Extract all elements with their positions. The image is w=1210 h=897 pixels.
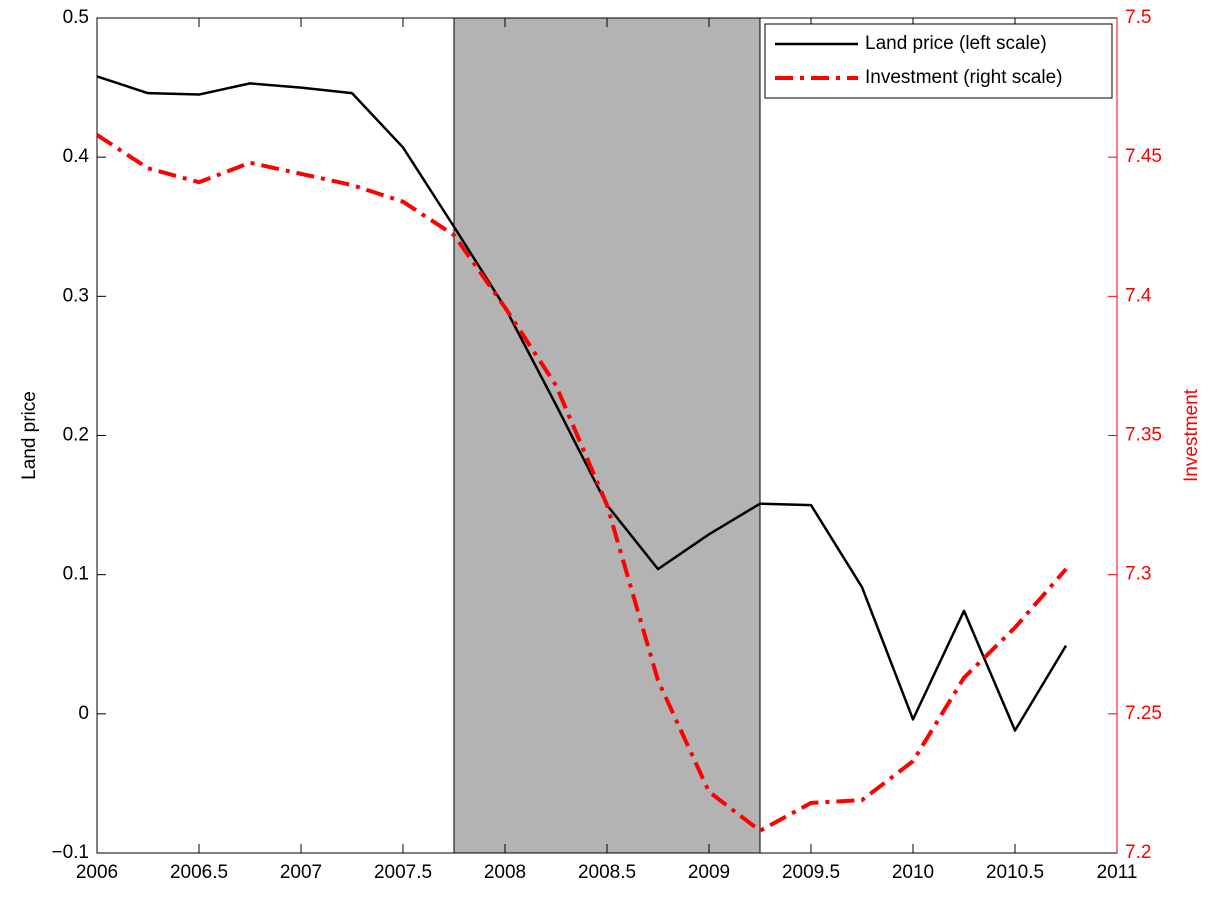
y2-tick-label: 7.2: [1125, 842, 1151, 863]
x-tick-label: 2008: [484, 862, 526, 883]
y-tick-label: −0.1: [51, 842, 89, 863]
legend-label: Land price (left scale): [865, 33, 1047, 54]
x-tick-label: 2009.5: [782, 862, 840, 883]
y2-axis-label: Investment: [1181, 388, 1202, 482]
y-axis-label: Land price: [19, 391, 40, 480]
x-tick-label: 2009: [688, 862, 730, 883]
x-tick-label: 2006.5: [170, 862, 228, 883]
y-tick-label: 0.1: [63, 564, 89, 585]
x-tick-label: 2010.5: [986, 862, 1044, 883]
x-tick-label: 2007: [280, 862, 322, 883]
shaded-region: [453, 17, 761, 854]
y-tick-label: 0.3: [63, 285, 89, 306]
x-tick-label: 2010: [892, 862, 934, 883]
legend-label: Investment (right scale): [865, 67, 1062, 88]
x-tick-label: 2011: [1097, 862, 1138, 883]
y2-tick-label: 7.4: [1125, 285, 1152, 306]
y2-tick-label: 7.45: [1125, 146, 1162, 167]
y-tick-label: 0.4: [63, 146, 90, 167]
x-tick-label: 2007.5: [374, 862, 432, 883]
x-tick-label: 2006: [76, 862, 118, 883]
y2-tick-label: 7.25: [1125, 703, 1162, 724]
legend-box: [764, 23, 1113, 99]
y-tick-label: 0.2: [63, 425, 89, 446]
y-tick-label: 0: [78, 703, 89, 724]
x-tick-label: 2008.5: [578, 862, 636, 883]
y2-tick-label: 7.5: [1125, 7, 1151, 28]
y-tick-label: 0.5: [63, 7, 89, 28]
y2-tick-label: 7.3: [1125, 564, 1151, 585]
data-line: [96, 75, 1068, 732]
y2-tick-label: 7.35: [1125, 425, 1162, 446]
data-line: [95, 133, 1068, 833]
